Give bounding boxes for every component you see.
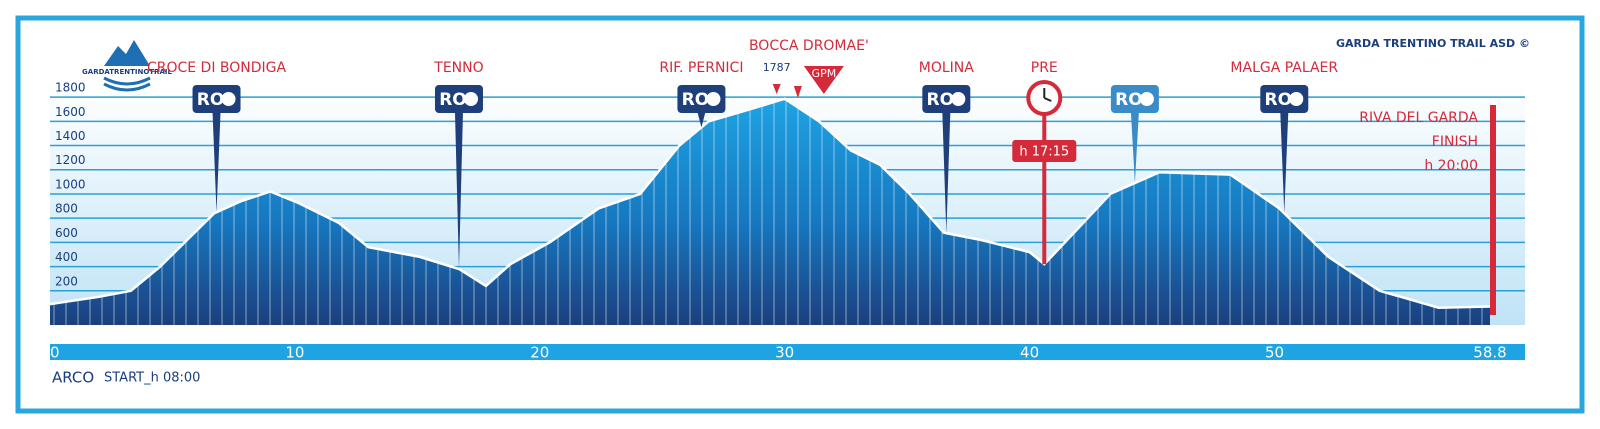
- x-tick-label: 20: [530, 344, 549, 362]
- x-tick-label: 30: [775, 344, 794, 362]
- y-tick-label: 1800: [55, 81, 86, 95]
- x-tick-label: 10: [285, 344, 304, 362]
- y-tick-label: 1000: [55, 177, 86, 191]
- y-tick-label: 200: [55, 274, 78, 288]
- y-tick-label: 600: [55, 226, 78, 240]
- logo-text: GARDATRENTINOTRAIL: [82, 68, 172, 76]
- elevation-line: [49, 97, 1491, 309]
- elevation-stripes: [50, 98, 1490, 325]
- aid-label: RO: [1265, 90, 1293, 110]
- start-place: ARCO: [52, 369, 94, 387]
- y-tick-label: 1200: [55, 153, 86, 167]
- time-label: h 17:15: [1019, 145, 1069, 160]
- aid-label: RO: [439, 90, 467, 110]
- peak-label: 1787: [763, 61, 791, 74]
- aid-symbol: [951, 92, 966, 106]
- aid-label: RO: [682, 90, 710, 110]
- y-tick-label: 400: [55, 250, 78, 264]
- credit: GARDA TRENTINO TRAIL ASD ©: [1336, 37, 1530, 50]
- aid-label: RO: [927, 90, 955, 110]
- gpm-flag: [793, 86, 802, 98]
- logo-mountains: [104, 40, 150, 66]
- x-tick-label: 40: [1020, 344, 1039, 362]
- x-tick-label: 50: [1265, 344, 1284, 362]
- gpm-icon: [803, 66, 844, 94]
- pin: [942, 112, 951, 234]
- finish-label: FINISH: [1432, 134, 1478, 150]
- y-tick-label: 1400: [55, 129, 86, 143]
- waypoint-name: RIF. PERNICI: [659, 60, 743, 76]
- finish-bar: [1490, 105, 1496, 315]
- pin: [454, 112, 463, 269]
- aid-label: RO: [1115, 90, 1143, 110]
- clock-hands: [1043, 88, 1052, 102]
- gpm-label: GPM: [812, 67, 837, 80]
- x-tick-label: 58.8: [1473, 344, 1506, 362]
- x-axis-bar: [50, 344, 1525, 360]
- pin: [697, 112, 706, 128]
- pin: [1130, 112, 1139, 184]
- aid-symbol: [1139, 92, 1154, 106]
- waypoint-name: PRE: [1031, 60, 1058, 76]
- aid-symbol: [706, 92, 721, 106]
- pin: [1280, 112, 1289, 214]
- waypoint-name: CROCE DI BONDIGA: [147, 60, 287, 76]
- peak-marker: [772, 84, 781, 94]
- gpm-name: BOCCA DROMAE': [749, 38, 869, 54]
- waypoint-name: MALGA PALAER: [1230, 60, 1338, 76]
- finish-label: h 20:00: [1424, 158, 1478, 174]
- aid-label: RO: [197, 90, 225, 110]
- x-tick-label: 0: [50, 344, 60, 362]
- time-box: [1012, 140, 1077, 162]
- waypoint-name: MOLINA: [919, 60, 975, 76]
- logo-waves: [103, 76, 151, 92]
- pin: [212, 112, 221, 213]
- aid-symbol: [1289, 92, 1304, 106]
- aid-symbol: [221, 92, 236, 106]
- waypoint-name: TENNO: [433, 60, 483, 76]
- finish-label: RIVA DEL GARDA: [1359, 110, 1478, 126]
- y-tick-label: 800: [55, 202, 78, 216]
- aid-symbol: [463, 92, 478, 106]
- y-tick-label: 1600: [55, 105, 86, 119]
- start-time: START_h 08:00: [104, 371, 200, 386]
- pin: [1042, 110, 1047, 265]
- logo: GARDATRENTINOTRAIL: [82, 40, 172, 92]
